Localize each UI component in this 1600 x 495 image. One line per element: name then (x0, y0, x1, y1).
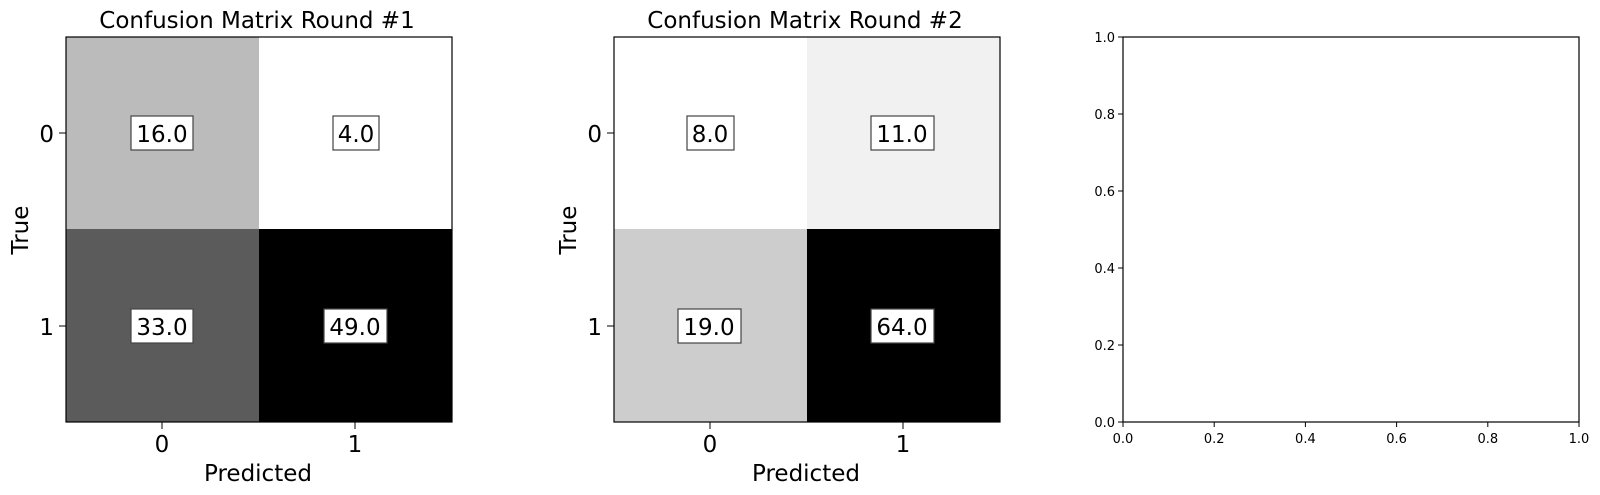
cm1-xlabel: Predicted (204, 461, 312, 487)
cm2-xtick-label-1: 1 (896, 432, 911, 458)
cm2-label-1-0: 19.0 (677, 308, 742, 344)
empty-axes: 0.0 0.2 0.4 0.6 0.8 1.0 0.0 0.2 0.4 0.6 0.8 1.0 (1094, 31, 1589, 447)
empty-axes-ytick-label-1: 0.2 (1094, 339, 1115, 354)
cm1-label-0-0-text: 16.0 (136, 122, 187, 148)
empty-axes-ytick-label-5: 1.0 (1094, 31, 1115, 46)
cm1-label-1-0-text: 33.0 (136, 315, 187, 341)
cm1-ylabel: True (8, 206, 34, 256)
confusion-matrix-1: Confusion Matrix Round #1 16.0 4.0 33.0 … (8, 8, 453, 487)
cm2-label-1-1-text: 64.0 (876, 315, 927, 341)
empty-axes-xtick-label-4: 0.8 (1477, 432, 1498, 447)
cm1-label-0-1: 4.0 (332, 115, 380, 151)
cm2-title: Confusion Matrix Round #2 (647, 8, 962, 34)
cm1-ytick-label-1: 1 (39, 315, 54, 341)
cm2-label-0-1-text: 11.0 (876, 122, 927, 148)
empty-axes-xtick-label-5: 1.0 (1569, 432, 1590, 447)
cm1-frame (65, 36, 453, 423)
empty-axes-xtick-label-3: 0.6 (1386, 432, 1407, 447)
empty-axes-ytick-label-4: 0.8 (1094, 108, 1115, 123)
cm2-label-0-0: 8.0 (686, 115, 735, 151)
cm2-label-1-0-text: 19.0 (683, 315, 734, 341)
cm1-xtick-label-1: 1 (348, 432, 363, 458)
cm2-xtick-label-0: 0 (703, 432, 718, 458)
cm2-frame (613, 36, 1001, 423)
cm1-label-0-0: 16.0 (130, 115, 194, 151)
cm2-label-1-1: 64.0 (870, 308, 935, 344)
empty-axes-ytick-label-0: 0.0 (1094, 416, 1115, 431)
cm1-label-1-1: 49.0 (323, 308, 388, 344)
cm1-title: Confusion Matrix Round #1 (99, 8, 414, 34)
cm2-ylabel: True (556, 206, 582, 256)
empty-axes-ticks: 0.0 0.2 0.4 0.6 0.8 1.0 0.0 0.2 0.4 0.6 0.8 1.0 (1094, 31, 1589, 447)
cm2-xlabel: Predicted (752, 461, 860, 487)
confusion-matrix-2: Confusion Matrix Round #2 8.0 11.0 19.0 … (556, 8, 1001, 487)
cm1-ytick-label-0: 0 (39, 122, 54, 148)
empty-axes-xtick-label-0: 0.0 (1113, 432, 1134, 447)
cm2-ytick-label-1: 1 (587, 315, 602, 341)
empty-axes-xtick-label-1: 0.2 (1204, 432, 1225, 447)
empty-axes-ytick-label-3: 0.6 (1094, 185, 1115, 200)
empty-axes-xtick-label-2: 0.4 (1295, 432, 1316, 447)
cm2-label-0-1: 11.0 (870, 115, 935, 151)
empty-axes-ytick-label-2: 0.4 (1094, 262, 1115, 277)
cm2-label-0-0-text: 8.0 (692, 122, 729, 148)
cm1-xtick-label-0: 0 (155, 432, 170, 458)
cm2-ytick-label-0: 0 (587, 122, 602, 148)
cm1-label-1-1-text: 49.0 (329, 315, 380, 341)
cm1-label-1-0: 33.0 (130, 308, 194, 344)
empty-axes-frame (1122, 36, 1580, 423)
cm1-label-0-1-text: 4.0 (338, 122, 375, 148)
